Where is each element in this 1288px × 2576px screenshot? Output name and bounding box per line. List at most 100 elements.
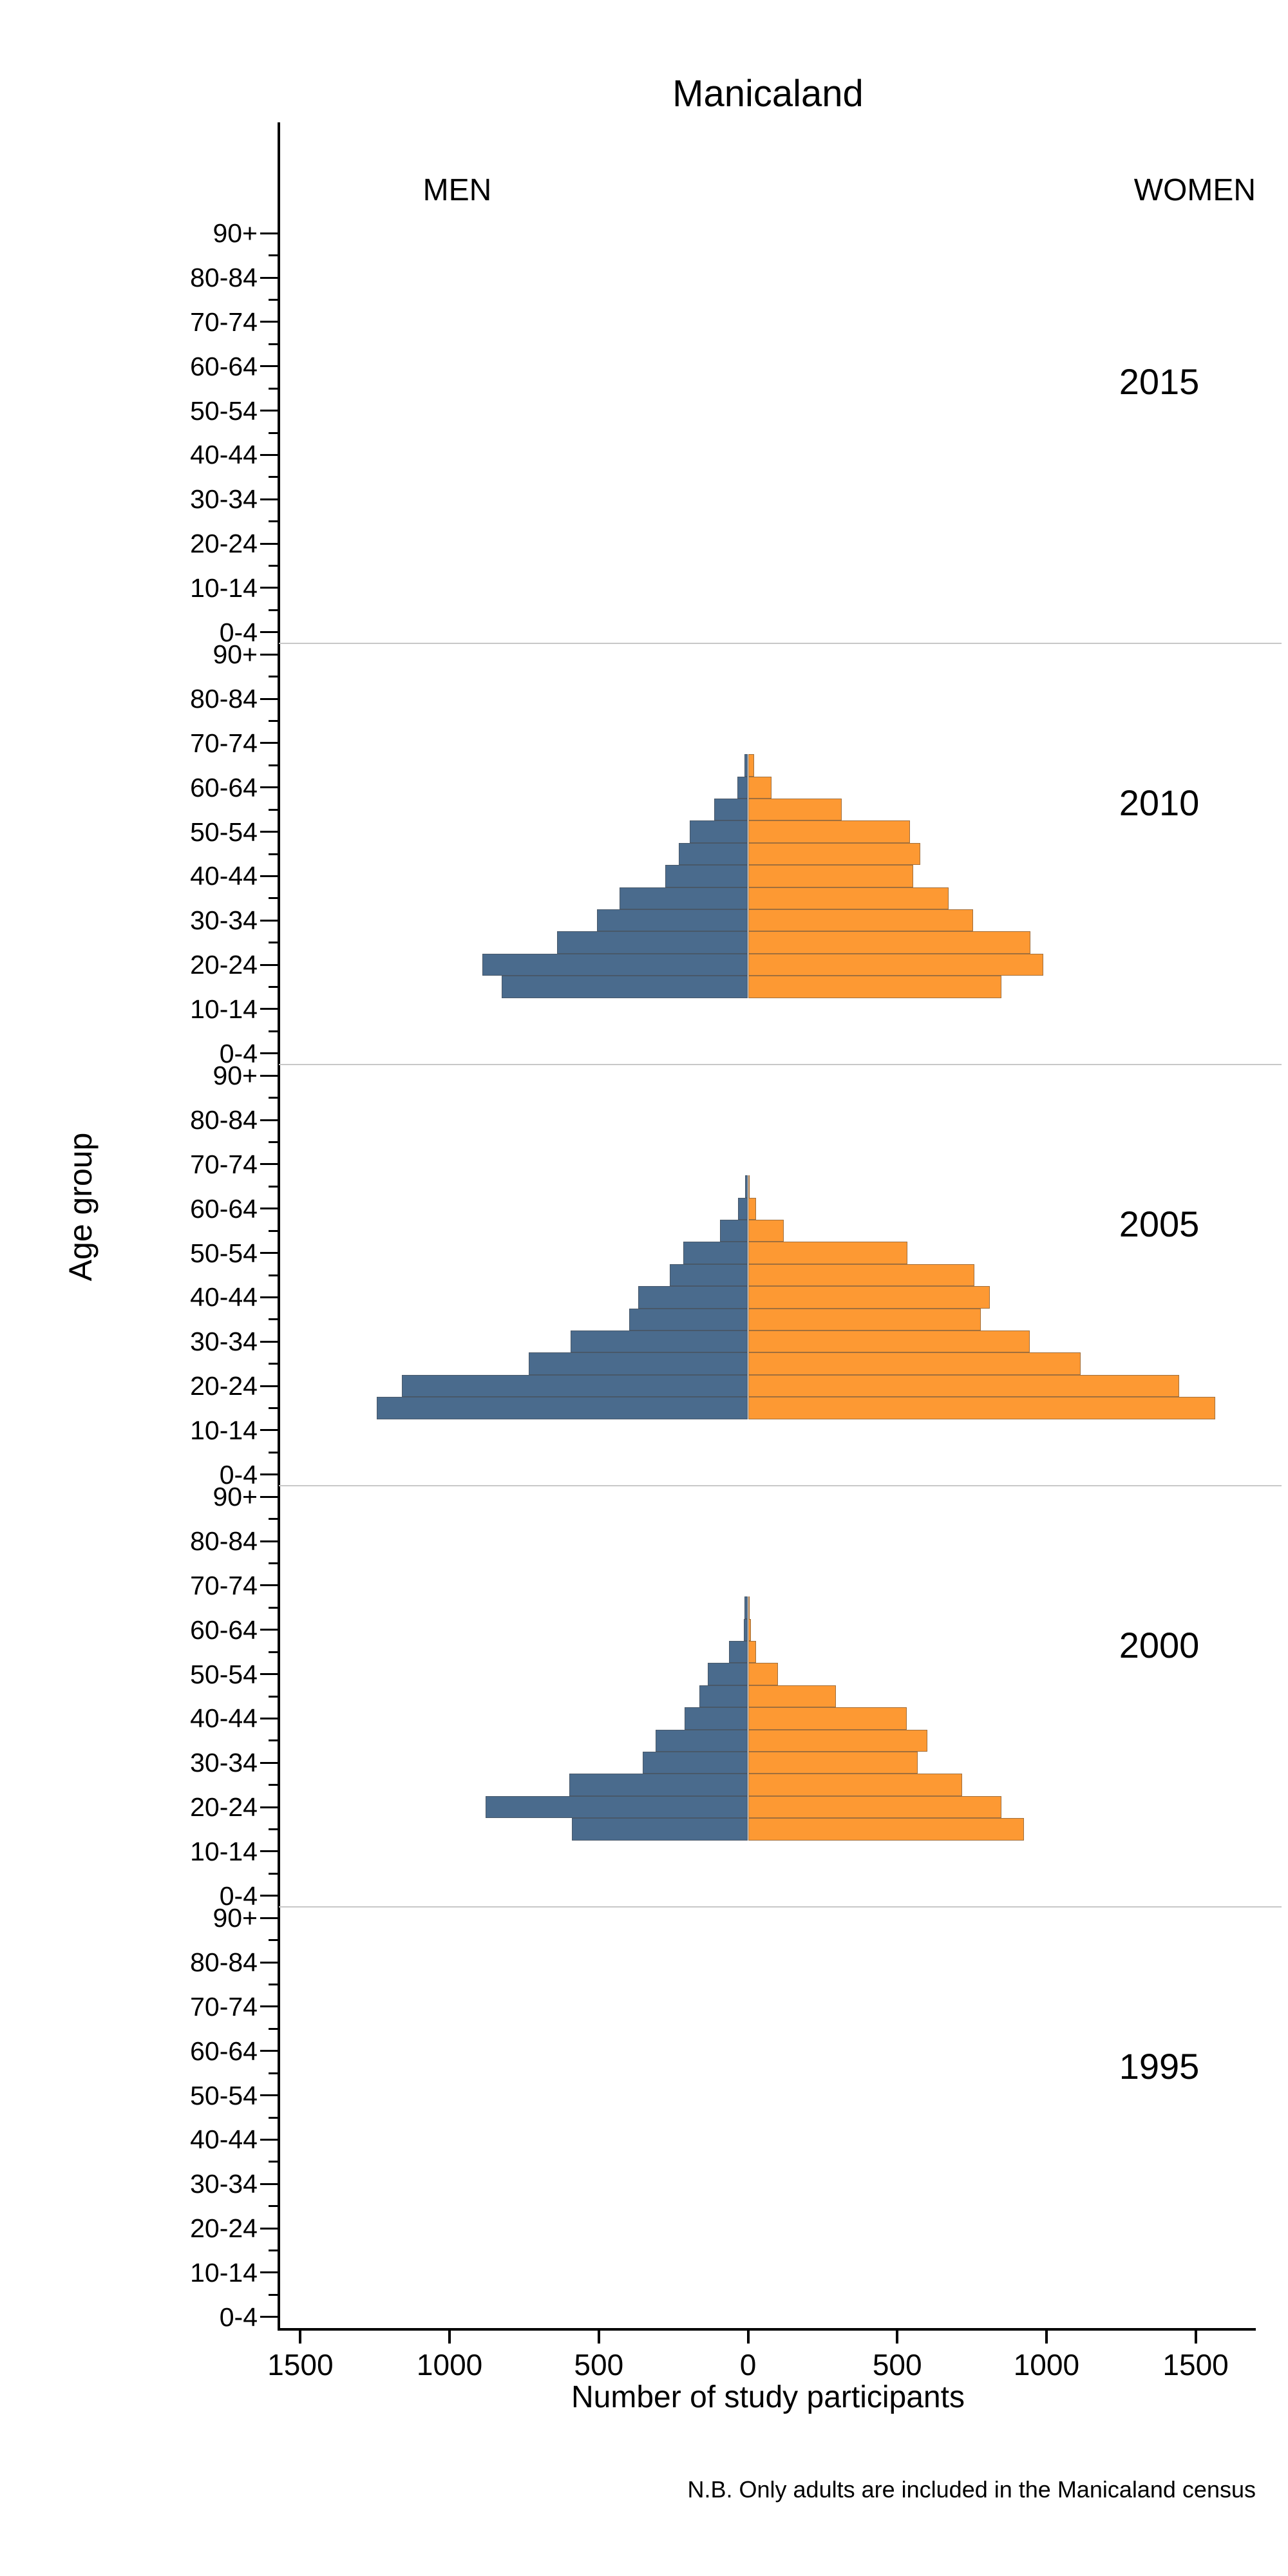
age-minor-tick bbox=[269, 609, 278, 611]
age-minor-tick bbox=[269, 2293, 278, 2296]
age-minor-tick bbox=[269, 298, 278, 301]
age-tick-label: 0-4 bbox=[219, 1459, 258, 1490]
age-minor-tick bbox=[269, 1097, 278, 1099]
age-minor-tick bbox=[269, 1274, 278, 1276]
age-tick-label: 40-44 bbox=[190, 2125, 258, 2155]
age-minor-tick bbox=[269, 1030, 278, 1032]
bar-men-2000-50-54 bbox=[708, 1663, 748, 1685]
age-major-tick bbox=[260, 1340, 278, 1343]
age-minor-tick bbox=[269, 1939, 278, 1942]
bar-women-2000-45-49 bbox=[748, 1685, 837, 1708]
age-major-tick bbox=[260, 1629, 278, 1631]
age-tick-label: 10-14 bbox=[190, 1836, 258, 1866]
age-tick-label: 90+ bbox=[213, 218, 258, 249]
bar-men-2010-25-29 bbox=[556, 931, 748, 954]
bar-women-2010-20-24 bbox=[748, 953, 1044, 976]
age-major-tick bbox=[260, 1961, 278, 1964]
bar-women-2005-45-49 bbox=[748, 1264, 974, 1287]
bar-men-2005-20-24 bbox=[401, 1374, 748, 1397]
age-tick-label: 30-34 bbox=[190, 905, 258, 936]
bar-men-2005-30-34 bbox=[570, 1331, 748, 1353]
age-tick-label: 0-4 bbox=[219, 2302, 258, 2332]
x-axis-tick-label: 500 bbox=[574, 2348, 624, 2382]
age-tick-label: 0-4 bbox=[219, 1038, 258, 1068]
age-tick-label: 70-74 bbox=[190, 1570, 258, 1600]
bar-men-2000-60-64 bbox=[744, 1618, 748, 1641]
age-minor-tick bbox=[269, 1828, 278, 1831]
age-tick-label: 10-14 bbox=[190, 994, 258, 1024]
bar-men-2005-60-64 bbox=[738, 1197, 748, 1220]
age-major-tick bbox=[260, 1252, 278, 1255]
x-axis-tick bbox=[1045, 2331, 1048, 2344]
age-minor-tick bbox=[269, 1229, 278, 1232]
bar-men-2005-40-44 bbox=[638, 1286, 748, 1309]
bar-men-2000-65-69 bbox=[744, 1596, 748, 1619]
age-major-tick bbox=[260, 875, 278, 877]
bar-women-2010-30-34 bbox=[748, 909, 973, 932]
age-tick-label: 80-84 bbox=[190, 1105, 258, 1135]
age-tick-label: 10-14 bbox=[190, 1415, 258, 1445]
bar-women-2000-35-39 bbox=[748, 1729, 927, 1752]
bar-women-2010-60-64 bbox=[748, 776, 772, 799]
age-tick-label: 70-74 bbox=[190, 728, 258, 758]
age-minor-tick bbox=[269, 1407, 278, 1410]
age-major-tick bbox=[260, 1296, 278, 1298]
age-major-tick bbox=[260, 1385, 278, 1387]
x-axis-tick-label: 500 bbox=[872, 2348, 922, 2382]
bar-men-2010-35-39 bbox=[620, 887, 748, 910]
age-minor-tick bbox=[269, 1562, 278, 1564]
bar-women-2005-30-34 bbox=[748, 1331, 1030, 1353]
age-minor-tick bbox=[269, 387, 278, 390]
age-major-tick bbox=[260, 697, 278, 700]
bar-women-2000-55-59 bbox=[748, 1640, 756, 1663]
y-axis-spine bbox=[278, 122, 280, 2328]
bar-men-2010-30-34 bbox=[597, 909, 748, 932]
age-major-tick bbox=[260, 1008, 278, 1010]
bar-women-2000-30-34 bbox=[748, 1752, 918, 1774]
age-tick-label: 30-34 bbox=[190, 1748, 258, 1778]
x-axis-line bbox=[278, 2328, 1256, 2331]
age-tick-label: 40-44 bbox=[190, 440, 258, 470]
age-minor-tick bbox=[269, 476, 278, 478]
age-tick-label: 10-14 bbox=[190, 573, 258, 603]
bar-women-2005-40-44 bbox=[748, 1286, 990, 1309]
bar-men-2010-65-69 bbox=[744, 754, 748, 777]
bar-women-2005-55-59 bbox=[748, 1219, 784, 1242]
age-major-tick bbox=[260, 542, 278, 545]
bar-men-2010-15-19 bbox=[502, 976, 748, 998]
panel-separator bbox=[279, 1906, 1282, 1908]
bar-women-2005-35-39 bbox=[748, 1308, 981, 1331]
bar-women-2000-50-54 bbox=[748, 1663, 779, 1685]
age-minor-tick bbox=[269, 1518, 278, 1520]
x-axis-title: Number of study participants bbox=[571, 2380, 965, 2414]
bar-women-2005-25-29 bbox=[748, 1352, 1081, 1375]
age-minor-tick bbox=[269, 986, 278, 989]
age-minor-tick bbox=[269, 2116, 278, 2119]
bar-men-2010-20-24 bbox=[482, 953, 748, 976]
age-minor-tick bbox=[269, 1451, 278, 1454]
age-tick-label: 90+ bbox=[213, 1903, 258, 1933]
age-major-tick bbox=[260, 453, 278, 456]
age-tick-label: 60-64 bbox=[190, 2036, 258, 2066]
age-tick-label: 10-14 bbox=[190, 2257, 258, 2287]
bar-women-2010-50-54 bbox=[748, 820, 910, 843]
bar-women-2000-20-24 bbox=[748, 1795, 1002, 1819]
chart-title: Manicaland bbox=[672, 73, 864, 115]
age-tick-label: 50-54 bbox=[190, 2080, 258, 2110]
bar-men-2000-25-29 bbox=[569, 1774, 748, 1796]
age-minor-tick bbox=[269, 1141, 278, 1143]
x-axis-tick-label: 1000 bbox=[416, 2348, 483, 2382]
age-major-tick bbox=[260, 1163, 278, 1166]
age-minor-tick bbox=[269, 1983, 278, 1985]
age-major-tick bbox=[260, 587, 278, 589]
age-major-tick bbox=[260, 232, 278, 234]
bar-women-2005-20-24 bbox=[748, 1374, 1180, 1397]
age-tick-label: 50-54 bbox=[190, 1238, 258, 1268]
bar-men-2000-15-19 bbox=[572, 1818, 748, 1841]
men-column-label: MEN bbox=[422, 173, 492, 207]
bar-men-2000-40-44 bbox=[684, 1707, 748, 1730]
panel-year-label-2005: 2005 bbox=[1119, 1204, 1200, 1244]
age-minor-tick bbox=[269, 2161, 278, 2163]
age-tick-label: 80-84 bbox=[190, 1526, 258, 1557]
age-tick-label: 60-64 bbox=[190, 351, 258, 381]
